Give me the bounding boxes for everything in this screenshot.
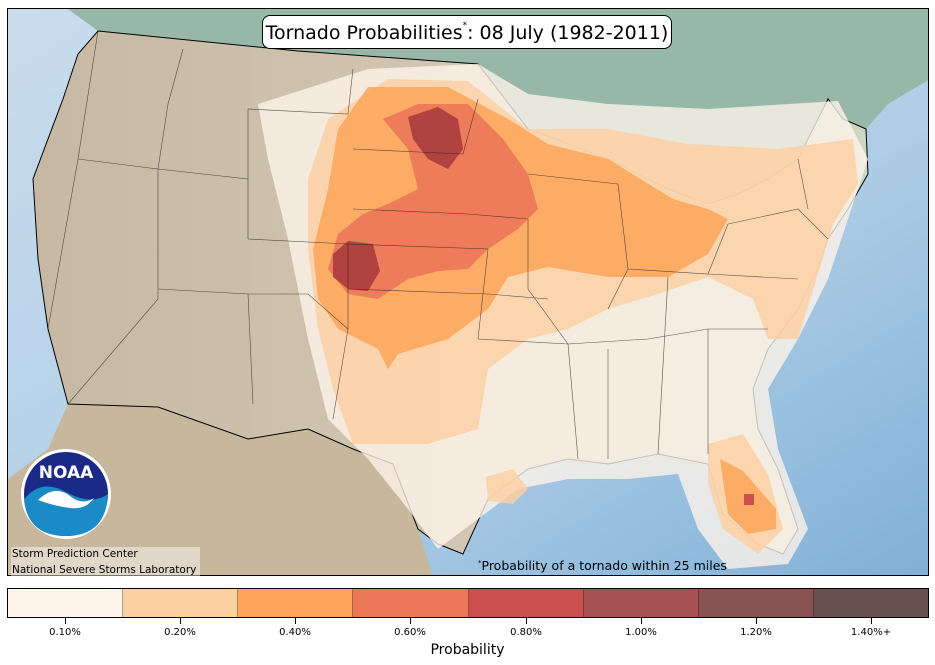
colorbar-tick [871, 618, 872, 624]
colorbar-swatch [238, 589, 354, 617]
title-asterisk: * [462, 21, 468, 31]
colorbar-label: 0.60% [394, 627, 426, 638]
credit-spc: Storm Prediction Center [12, 548, 138, 560]
colorbar-label: 0.20% [164, 627, 196, 638]
contour-0.80 [333, 107, 463, 291]
noaa-logo: NOAA [21, 449, 111, 539]
colorbar-tick [410, 618, 411, 624]
colorbar-swatch [353, 589, 469, 617]
title-text: Tornado Probabilities [265, 22, 463, 44]
colorbar-label: 1.00% [625, 627, 657, 638]
footnote: *Probability of a tornado within 25 mile… [478, 558, 727, 573]
colorbar-swatch [468, 589, 584, 617]
credit-nssl: National Severe Storms Laboratory [12, 563, 197, 576]
contour-0.80-fl [744, 494, 754, 505]
footnote-asterisk: * [478, 558, 482, 567]
colorbar-label: 0.80% [510, 627, 542, 638]
us-map [8, 9, 928, 575]
colorbar-label: 1.40%+ [850, 627, 892, 638]
map-title: Tornado Probabilities*: 08 July (1982-20… [262, 15, 672, 49]
footnote-text: Probability of a tornado within 25 miles [481, 558, 727, 573]
colorbar-tick [756, 618, 757, 624]
colorbar-tick [65, 618, 66, 624]
state-boundaries [47, 30, 829, 460]
colorbar-swatch [123, 589, 239, 617]
credits: Storm Prediction Center National Severe … [11, 547, 201, 578]
colorbar [7, 588, 929, 618]
noaa-logo-text: NOAA [39, 463, 94, 483]
colorbar-label: 0.40% [279, 627, 311, 638]
colorbar-tick [180, 618, 181, 624]
colorbar-swatch [8, 589, 124, 617]
colorbar-title: Probability [430, 642, 505, 658]
map-panel [7, 8, 929, 576]
contour-0.60 [328, 104, 538, 299]
colorbar-tick [295, 618, 296, 624]
colorbar-swatch [813, 589, 928, 617]
colorbar-swatch [698, 589, 814, 617]
colorbar-label: 1.20% [740, 627, 772, 638]
colorbar-label: 0.10% [49, 627, 81, 638]
colorbar-tick [641, 618, 642, 624]
colorbar-swatch [583, 589, 699, 617]
title-date: : 08 July (1982-2011) [467, 22, 669, 44]
mexico-landmass [8, 404, 433, 575]
colorbar-tick [526, 618, 527, 624]
